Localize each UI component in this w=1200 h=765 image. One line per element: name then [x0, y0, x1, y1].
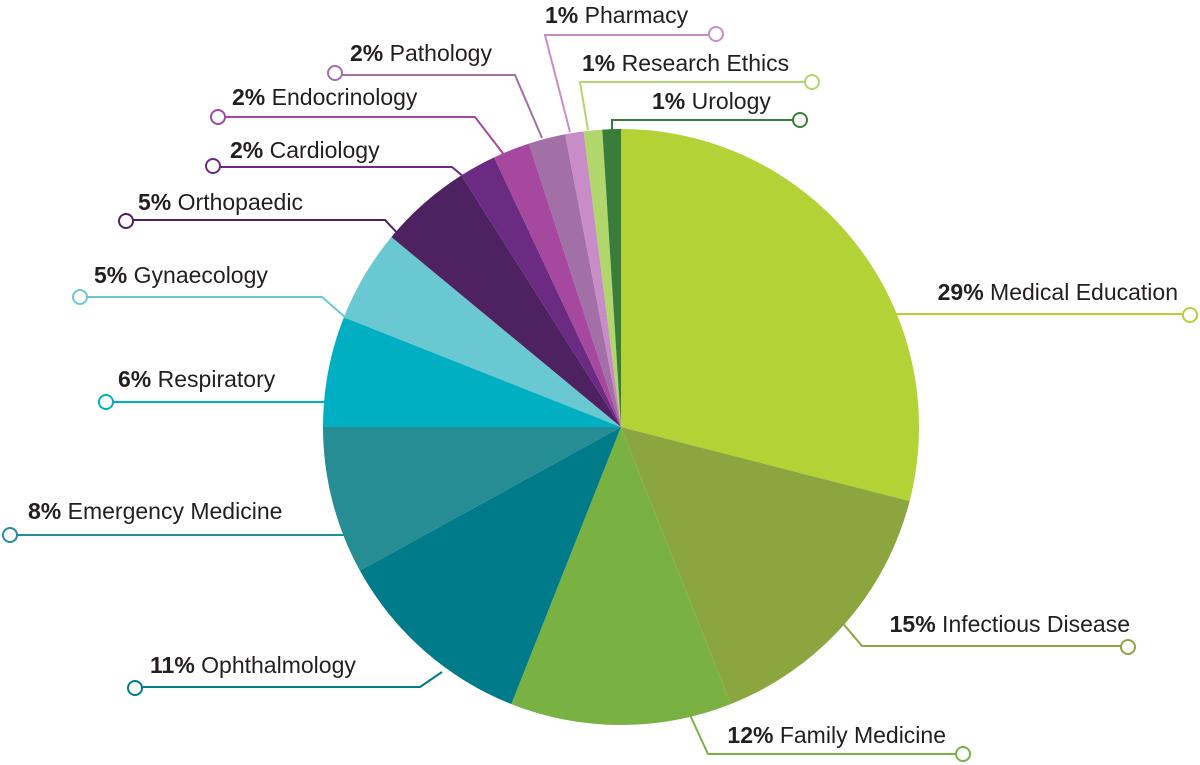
- slice-label: 2% Cardiology: [230, 137, 380, 163]
- slice-label: 11% Ophthalmology: [150, 652, 356, 678]
- pie-slice-cardiology: [461, 157, 621, 428]
- pie-slice-pharmacy: [565, 131, 621, 427]
- pie-slice-research-ethics: [583, 129, 621, 427]
- leader-dot: [98, 394, 114, 410]
- slice-category: Orthopaedic: [171, 189, 303, 215]
- slice-category: Respiratory: [151, 366, 275, 392]
- slice-percent: 6%: [118, 366, 151, 392]
- slice-labels: 29% Medical Education 15% Infectious Dise…: [28, 2, 1178, 748]
- pie-slice-endocrinology: [494, 143, 621, 427]
- pie-slice-orthopaedic: [391, 175, 621, 427]
- leader-dot: [127, 680, 143, 696]
- leader-line: [218, 116, 506, 157]
- slice-category: Infectious Disease: [936, 611, 1130, 637]
- slice-percent: 8%: [28, 498, 61, 524]
- slice-category: Ophthalmology: [195, 652, 357, 678]
- pie-slice-infectious-disease: [621, 427, 910, 705]
- pie-slices: [323, 129, 920, 725]
- slice-category: Research Ethics: [615, 50, 789, 76]
- slice-percent: 5%: [138, 189, 171, 215]
- leader-line: [335, 74, 543, 139]
- slice-category: Endocrinology: [265, 84, 418, 110]
- slice-category: Urology: [685, 88, 771, 114]
- slice-label: 1% Urology: [652, 88, 771, 114]
- slice-percent: 12%: [727, 722, 773, 748]
- slice-category: Family Medicine: [773, 722, 946, 748]
- pie-slice-ophthalmology: [359, 427, 621, 705]
- slice-label: 5% Gynaecology: [94, 262, 268, 288]
- slice-percent: 1%: [545, 2, 578, 28]
- slice-percent: 15%: [890, 611, 936, 637]
- leader-dot: [210, 109, 226, 125]
- slice-label: 29% Medical Education: [938, 279, 1178, 305]
- leader-dot: [1182, 307, 1198, 323]
- leader-dot: [792, 112, 808, 128]
- slice-percent: 1%: [582, 50, 615, 76]
- slice-percent: 2%: [350, 40, 383, 66]
- slice-category: Gynaecology: [127, 262, 268, 288]
- pie-slice-urology: [602, 129, 621, 427]
- leader-line: [611, 119, 800, 130]
- pie-slice-pathology: [528, 134, 621, 427]
- leader-line: [80, 296, 347, 319]
- slice-percent: 1%: [652, 88, 685, 114]
- leader-dot: [1120, 639, 1136, 655]
- leader-line: [689, 714, 963, 755]
- leader-lines: [2, 26, 1198, 762]
- slice-percent: 11%: [150, 652, 195, 678]
- leader-dot: [955, 746, 971, 762]
- slice-category: Emergency Medicine: [61, 498, 282, 524]
- leader-dot: [2, 527, 18, 543]
- pie-slice-medical-education: [621, 129, 920, 502]
- leader-line: [126, 219, 401, 237]
- slice-percent: 29%: [938, 279, 984, 305]
- slice-percent: 2%: [232, 84, 265, 110]
- leader-dot: [327, 65, 343, 81]
- slice-percent: 5%: [94, 262, 127, 288]
- slice-label: 2% Endocrinology: [232, 84, 418, 110]
- leader-line: [578, 81, 812, 131]
- pie-slice-respiratory: [323, 317, 621, 427]
- slice-label: 15% Infectious Disease: [890, 611, 1130, 637]
- leader-line: [135, 671, 443, 688]
- leader-dot: [118, 213, 134, 229]
- slice-category: Pharmacy: [578, 2, 688, 28]
- pie-slice-gynaecology: [343, 237, 621, 427]
- leader-dot: [205, 158, 221, 174]
- leader-line: [839, 619, 1128, 647]
- slice-label: 1% Research Ethics: [582, 50, 789, 76]
- leader-line: [543, 34, 716, 133]
- slice-label: 8% Emergency Medicine: [28, 498, 282, 524]
- slice-percent: 2%: [230, 137, 263, 163]
- slice-label: 5% Orthopaedic: [138, 189, 303, 215]
- slice-label: 6% Respiratory: [118, 366, 276, 392]
- slice-label: 2% Pathology: [350, 40, 492, 66]
- leader-dot: [708, 26, 724, 42]
- pie-slice-emergency-medicine: [323, 427, 621, 571]
- leader-line: [213, 166, 466, 179]
- slice-category: Medical Education: [984, 279, 1178, 305]
- slice-category: Cardiology: [263, 137, 380, 163]
- slice-category: Pathology: [383, 40, 492, 66]
- leader-dot: [72, 289, 88, 305]
- slice-label: 12% Family Medicine: [727, 722, 946, 748]
- leader-dot: [804, 74, 820, 90]
- slice-label: 1% Pharmacy: [545, 2, 689, 28]
- pie-slice-family-medicine: [511, 427, 731, 725]
